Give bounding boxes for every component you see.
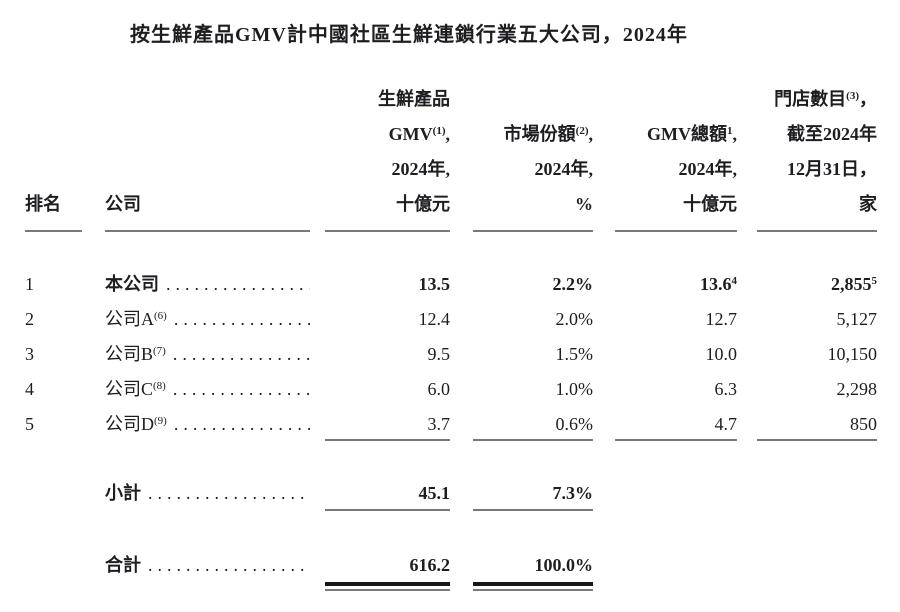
header-store-count: 門店數目(3)， 截至2024年 12月31日， 家: [737, 84, 877, 232]
market-share-cell: 0.6%: [450, 412, 593, 447]
five-companies-table: 排名 公司 生鮮產品 GMV(1), 2024年, 十億元 市場份額(2), 2…: [25, 84, 878, 591]
footnote-marker: (2): [575, 125, 589, 137]
fresh-gmv-cell: 13.5: [418, 274, 451, 294]
company-cell: 公司C(8) .................................…: [105, 377, 310, 412]
store-count-cell: 5,127: [836, 309, 878, 329]
total-gmv-cell: 12.7: [705, 309, 738, 329]
fresh-gmv-cell: 616.2: [310, 553, 450, 591]
footnote-marker: 4: [731, 275, 738, 287]
column-spacer: [82, 377, 105, 412]
market-share-cell: 2.0%: [555, 309, 594, 329]
table-title: 按生鮮產品GMV計中國社區生鮮連鎖行業五大公司，2024年: [130, 24, 688, 46]
dot-leader: ........................................: [173, 414, 310, 434]
footnote-marker: 1: [727, 125, 733, 137]
company-name: 本公司: [105, 274, 159, 294]
company-cell: 公司B(7) .................................…: [105, 342, 310, 377]
dot-leader: ........................................: [172, 344, 310, 364]
header-market-share: 市場份額(2), 2024年, %: [450, 84, 593, 232]
fresh-gmv-cell: 6.0: [427, 379, 451, 399]
header-total-gmv: GMV總額1, 2024年, 十億元: [593, 84, 737, 232]
company-cell: 公司A(6) .................................…: [105, 307, 310, 342]
store-count-cell: 2,8555: [831, 274, 878, 294]
spacer: [25, 511, 877, 553]
company-name: 公司A(6): [105, 309, 167, 329]
total-gmv-cell: 4.7: [593, 412, 737, 447]
company-cell: 公司D(9) .................................…: [105, 412, 310, 447]
market-share-cell: 1.5%: [555, 344, 594, 364]
market-share-cell: 100.0%: [450, 553, 593, 591]
header-company-label: 公司: [105, 194, 141, 214]
footnote-marker: (6): [154, 310, 167, 322]
dot-leader: ........................................: [148, 555, 310, 575]
total-gmv-cell: 6.3: [714, 379, 738, 399]
footnote-marker: (1): [432, 125, 446, 137]
total-gmv-cell: [593, 481, 737, 511]
store-count-cell: 10,150: [827, 344, 878, 364]
company-name: 公司D(9): [105, 414, 167, 434]
footnote-marker: (3): [846, 90, 859, 102]
fresh-gmv-cell: 9.5: [427, 344, 451, 364]
dot-leader: ........................................: [172, 379, 310, 399]
rank-cell: 2: [25, 309, 34, 329]
subtotal-label-cell: 小計 .....................................…: [105, 481, 310, 511]
total-gmv-cell: [593, 553, 737, 586]
company-name: 公司B(7): [105, 344, 166, 364]
column-spacer: [82, 412, 105, 447]
header-company: 公司: [105, 84, 310, 232]
rank-cell: 5: [25, 414, 34, 434]
company-cell: 本公司 ....................................…: [105, 272, 310, 307]
spacer: [25, 447, 877, 481]
footnote-marker: (7): [153, 345, 166, 357]
column-spacer: [82, 481, 105, 511]
subtotal-label: 小計: [105, 483, 141, 503]
dot-leader: ........................................: [148, 483, 310, 503]
rank-cell: 1: [25, 274, 34, 294]
footnote-marker: (8): [153, 380, 166, 392]
market-share-cell: 2.2%: [552, 274, 594, 294]
store-count-cell: [737, 481, 877, 511]
fresh-gmv-cell: 3.7: [310, 412, 450, 447]
market-share-cell: 7.3%: [450, 481, 593, 511]
rank-cell: [25, 481, 82, 511]
dot-leader: ........................................: [173, 309, 310, 329]
store-count-cell: [737, 553, 877, 586]
store-count-cell: 2,298: [836, 379, 878, 399]
total-label-cell: 合計 .....................................…: [105, 553, 310, 586]
column-spacer: [82, 84, 105, 232]
rank-cell: 3: [25, 344, 34, 364]
column-spacer: [82, 342, 105, 377]
header-rank-label: 排名: [25, 194, 61, 214]
market-share-cell: 1.0%: [555, 379, 594, 399]
header-rank: 排名: [25, 84, 82, 232]
total-gmv-cell: 10.0: [705, 344, 738, 364]
fresh-gmv-cell: 45.1: [310, 481, 450, 511]
header-fresh-gmv: 生鮮產品 GMV(1), 2024年, 十億元: [310, 84, 450, 232]
company-name: 公司C(8): [105, 379, 166, 399]
fresh-gmv-cell: 12.4: [418, 309, 451, 329]
footnote-marker: (9): [154, 415, 167, 427]
column-spacer: [82, 553, 105, 586]
rank-cell: [25, 553, 82, 586]
dot-leader: ........................................: [166, 274, 310, 294]
store-count-cell: 850: [737, 412, 877, 447]
spacer: [25, 232, 877, 272]
total-label: 合計: [105, 555, 141, 575]
total-gmv-cell: 13.64: [700, 274, 738, 294]
column-spacer: [82, 272, 105, 307]
column-spacer: [82, 307, 105, 342]
footnote-marker: 5: [871, 275, 878, 287]
rank-cell: 4: [25, 379, 34, 399]
